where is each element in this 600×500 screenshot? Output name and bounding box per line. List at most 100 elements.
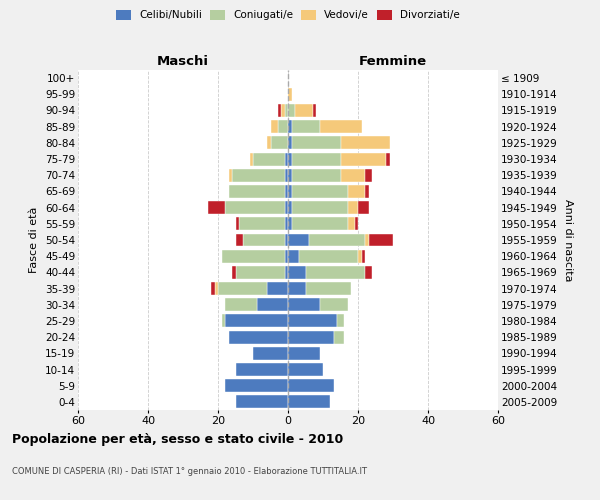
Bar (215, 282, 218, 295)
Bar (347, 218, 355, 230)
Bar (292, 152, 341, 166)
Bar (309, 234, 365, 246)
Bar (288, 88, 292, 101)
Bar (284, 152, 288, 166)
Bar (225, 379, 288, 392)
Bar (347, 185, 365, 198)
Text: Maschi: Maschi (157, 56, 209, 68)
Bar (284, 104, 288, 117)
Bar (221, 314, 225, 328)
Bar (284, 266, 288, 279)
Bar (386, 152, 389, 166)
Bar (211, 282, 215, 295)
Bar (267, 136, 271, 149)
Bar (341, 136, 389, 149)
Bar (288, 379, 334, 392)
Bar (229, 330, 288, 344)
Bar (221, 250, 284, 262)
Bar (305, 282, 351, 295)
Bar (284, 169, 288, 181)
Bar (358, 201, 368, 214)
Bar (337, 314, 344, 328)
Legend: Celibi/Nubili, Coniugati/e, Vedovi/e, Divorziati/e: Celibi/Nubili, Coniugati/e, Vedovi/e, Di… (116, 10, 460, 20)
Bar (229, 185, 284, 198)
Bar (284, 250, 288, 262)
Bar (218, 282, 267, 295)
Bar (253, 347, 288, 360)
Y-axis label: Fasce di età: Fasce di età (29, 207, 40, 273)
Bar (288, 282, 305, 295)
Bar (288, 234, 309, 246)
Bar (299, 250, 358, 262)
Bar (239, 218, 284, 230)
Bar (288, 330, 334, 344)
Bar (365, 234, 368, 246)
Bar (288, 314, 337, 328)
Bar (288, 218, 292, 230)
Bar (235, 363, 288, 376)
Bar (368, 234, 393, 246)
Bar (292, 169, 341, 181)
Bar (320, 298, 347, 311)
Bar (225, 314, 288, 328)
Bar (288, 250, 299, 262)
Bar (341, 169, 365, 181)
Bar (271, 120, 277, 133)
Text: COMUNE DI CASPERIA (RI) - Dati ISTAT 1° gennaio 2010 - Elaborazione TUTTITALIA.I: COMUNE DI CASPERIA (RI) - Dati ISTAT 1° … (12, 468, 367, 476)
Bar (288, 363, 323, 376)
Bar (288, 152, 292, 166)
Bar (288, 169, 292, 181)
Bar (277, 104, 281, 117)
Bar (355, 218, 358, 230)
Bar (288, 347, 320, 360)
Bar (334, 330, 344, 344)
Bar (341, 152, 386, 166)
Bar (347, 201, 358, 214)
Bar (229, 169, 232, 181)
Bar (320, 120, 361, 133)
Bar (305, 266, 365, 279)
Bar (313, 104, 316, 117)
Bar (365, 185, 368, 198)
Bar (284, 185, 288, 198)
Bar (292, 120, 320, 133)
Bar (232, 266, 235, 279)
Bar (288, 201, 292, 214)
Bar (208, 201, 225, 214)
Bar (288, 104, 295, 117)
Text: Popolazione per età, sesso e stato civile - 2010: Popolazione per età, sesso e stato civil… (12, 432, 343, 446)
Bar (288, 298, 320, 311)
Bar (292, 185, 347, 198)
Bar (284, 201, 288, 214)
Bar (267, 282, 288, 295)
Bar (281, 104, 284, 117)
Bar (288, 120, 292, 133)
Bar (288, 136, 292, 149)
Bar (365, 169, 372, 181)
Bar (235, 218, 239, 230)
Bar (232, 169, 284, 181)
Bar (288, 266, 305, 279)
Bar (284, 234, 288, 246)
Bar (288, 185, 292, 198)
Bar (358, 250, 361, 262)
Bar (288, 396, 330, 408)
Bar (225, 201, 284, 214)
Bar (235, 266, 284, 279)
Bar (284, 218, 288, 230)
Bar (257, 298, 288, 311)
Bar (277, 120, 288, 133)
Bar (242, 234, 284, 246)
Y-axis label: Anni di nascita: Anni di nascita (563, 198, 573, 281)
Bar (292, 136, 341, 149)
Bar (361, 250, 365, 262)
Text: Femmine: Femmine (359, 56, 427, 68)
Bar (253, 152, 284, 166)
Bar (225, 298, 257, 311)
Bar (235, 234, 242, 246)
Bar (250, 152, 253, 166)
Bar (292, 218, 347, 230)
Bar (235, 396, 288, 408)
Bar (271, 136, 288, 149)
Bar (292, 201, 347, 214)
